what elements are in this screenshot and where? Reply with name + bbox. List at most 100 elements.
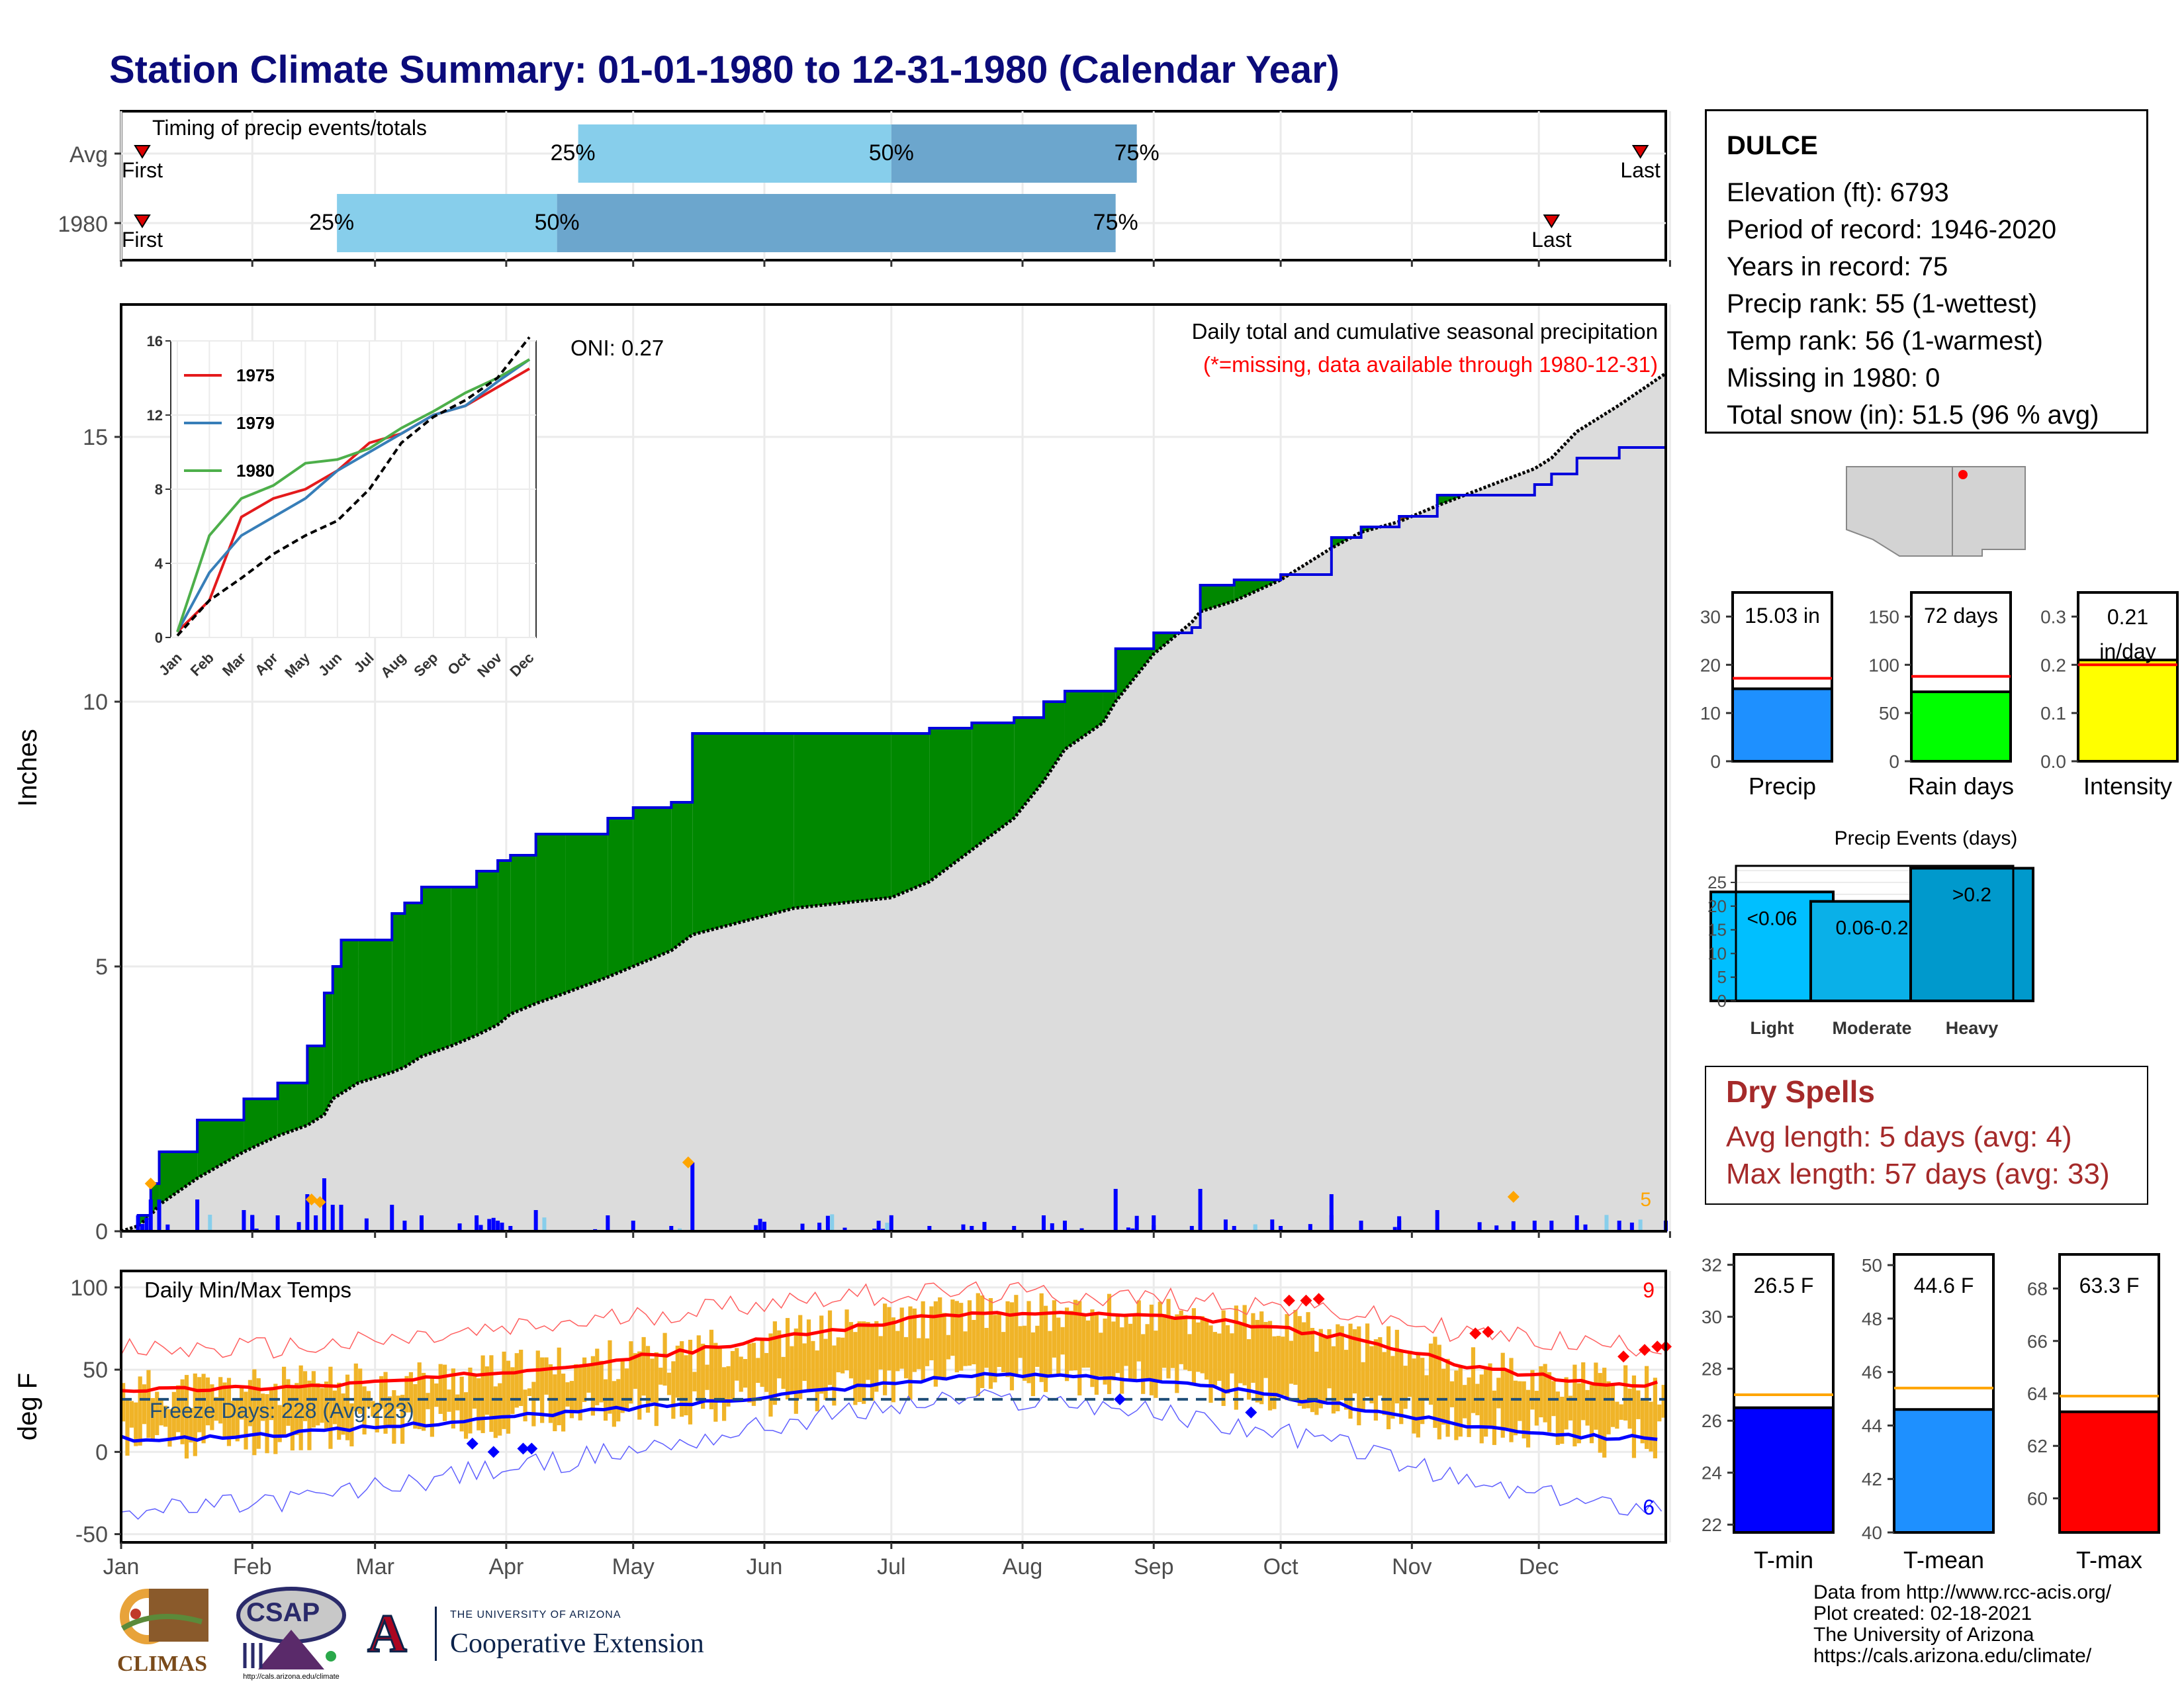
temps-daily-range-bar	[862, 1321, 866, 1404]
temps-daily-range-bar	[375, 1403, 379, 1432]
ua-cooperative-extension-logo: A THE UNIVERSITY OF ARIZONA Cooperative …	[361, 1603, 731, 1665]
events-title: Precip Events (days)	[1835, 827, 2018, 849]
temps-daily-range-bar	[171, 1391, 176, 1437]
temps-daily-range-bar	[1158, 1301, 1162, 1382]
tmin-ytick-label: 28	[1702, 1359, 1722, 1380]
temps-daily-range-bar	[400, 1395, 405, 1444]
timing-title: Timing of precip events/totals	[152, 116, 427, 140]
temps-title: Daily Min/Max Temps	[144, 1278, 351, 1302]
temps-ytick-label: 100	[70, 1276, 108, 1301]
timing-p75-label: 75%	[1115, 140, 1160, 165]
temps-daily-range-bar	[1513, 1380, 1518, 1436]
temps-daily-range-bar	[1407, 1350, 1412, 1397]
precip-daily-bar	[1189, 1226, 1194, 1231]
tmin-ytick-label: 24	[1702, 1463, 1722, 1483]
temps-daily-range-bar	[608, 1340, 612, 1414]
temps-xtick-label: Apr	[488, 1554, 523, 1579]
csap-logo: CSAP http://cals.arizona.edu/climate	[232, 1583, 351, 1683]
temps-daily-range-bar	[1564, 1377, 1569, 1430]
temps-daily-range-bar	[1492, 1390, 1497, 1445]
precip-daily-bar	[885, 1223, 889, 1231]
temps-daily-range-bar	[811, 1340, 815, 1390]
temps-daily-range-bar	[912, 1308, 917, 1372]
temps-daily-range-bar	[832, 1345, 837, 1406]
temps-daily-range-bar	[1463, 1385, 1467, 1419]
ua-small-text: THE UNIVERSITY OF ARIZONA	[450, 1609, 621, 1620]
location-map	[1843, 463, 2030, 563]
temps-record-low-marker	[466, 1437, 478, 1450]
events-category-label: Heavy	[1946, 1018, 1999, 1038]
precip-daily-bar	[1549, 1221, 1554, 1231]
temps-daily-range-bar	[502, 1351, 506, 1429]
temps-cold-count: 6	[1643, 1495, 1655, 1519]
temps-daily-range-bar	[129, 1401, 134, 1428]
temps-daily-range-bar	[506, 1360, 511, 1434]
temps-daily-range-bar	[1331, 1346, 1336, 1414]
temps-daily-range-bar	[917, 1338, 921, 1370]
temps-daily-range-bar	[184, 1375, 189, 1459]
credit-university: The University of Arizona	[1813, 1624, 2034, 1646]
temps-daily-range-bar	[261, 1393, 265, 1421]
temps-daily-range-bar	[1234, 1305, 1238, 1410]
temps-daily-range-bar	[345, 1374, 350, 1440]
temps-daily-range-bar	[447, 1389, 451, 1412]
temps-daily-range-bar	[320, 1387, 324, 1423]
precip-daily-bar	[1042, 1215, 1046, 1231]
temps-daily-range-bar	[1085, 1320, 1091, 1368]
temps-daily-range-bar	[277, 1405, 282, 1442]
tmean-mini-chart	[1888, 1253, 1995, 1534]
precip-daily-bar	[1494, 1225, 1499, 1231]
precip-daily-bar	[1223, 1219, 1228, 1231]
precip-daily-bar	[1308, 1224, 1312, 1231]
temps-daily-range-bar	[514, 1353, 519, 1408]
temps-daily-range-bar	[641, 1336, 646, 1396]
timing-bar-50-75	[557, 194, 1116, 252]
temps-daily-range-bar	[848, 1322, 854, 1379]
temps-ytick-label: -50	[75, 1523, 108, 1548]
temps-daily-range-bar	[387, 1396, 392, 1427]
precip-daily-bar	[817, 1223, 822, 1231]
precip-daily-bar	[669, 1226, 674, 1231]
precip-daily-bar	[762, 1221, 766, 1231]
tmean-value-label: 44.6 F	[1914, 1274, 1974, 1297]
precip-daily-bar	[876, 1221, 881, 1231]
temps-daily-range-bar	[790, 1346, 794, 1394]
tmin-category-label: T-min	[1754, 1546, 1813, 1573]
precip-daily-bar	[1583, 1224, 1588, 1231]
precip-daily-bar	[1604, 1215, 1609, 1231]
temps-daily-range-bar	[477, 1378, 481, 1430]
precip-daily-bar	[275, 1215, 280, 1231]
temps-daily-range-bar	[1191, 1308, 1197, 1384]
tmax-mini-chart	[2053, 1253, 2160, 1534]
precip-daily-bar	[1152, 1215, 1156, 1231]
temps-daily-range-bar	[1361, 1362, 1365, 1413]
dry-spells-title: Dry Spells	[1726, 1074, 1875, 1109]
temps-daily-range-bar	[426, 1393, 430, 1409]
inset-legend-label: 1975	[236, 365, 275, 385]
precip-daily-bar	[1477, 1222, 1482, 1231]
precip-daily-bar	[1062, 1221, 1067, 1231]
temps-daily-range-bar	[1230, 1333, 1234, 1374]
events-bar-label: <0.06	[1747, 908, 1797, 929]
temps-daily-range-bar	[1111, 1321, 1116, 1381]
temps-daily-range-bar	[1525, 1389, 1531, 1448]
rain_days-bar	[1910, 690, 2012, 763]
temps-daily-range-bar	[286, 1379, 291, 1426]
temps-daily-range-bar	[680, 1341, 684, 1417]
precip-daily-bar	[842, 1227, 847, 1231]
station-precip-rank: Precip rank: 55 (1-wettest)	[1727, 289, 2038, 318]
ua-block-a-logo: A	[367, 1603, 408, 1664]
intensity-ytick-label: 0.3	[2040, 606, 2066, 627]
temps-daily-range-bar	[590, 1356, 595, 1416]
precip-anomaly-segment	[422, 887, 451, 1056]
temps-daily-range-bar	[290, 1387, 295, 1451]
tmax-category-label: T-max	[2076, 1546, 2142, 1573]
temps-daily-range-bar	[684, 1355, 688, 1416]
temps-daily-range-bar	[248, 1380, 253, 1427]
ua-big-text: Cooperative Extension	[450, 1628, 704, 1659]
precip-daily-bar	[1126, 1227, 1130, 1231]
precip-daily-bar	[927, 1226, 932, 1231]
precip-daily-bar	[631, 1221, 635, 1231]
precip-daily-bar	[1617, 1221, 1621, 1231]
temps-daily-range-bar	[984, 1328, 989, 1368]
